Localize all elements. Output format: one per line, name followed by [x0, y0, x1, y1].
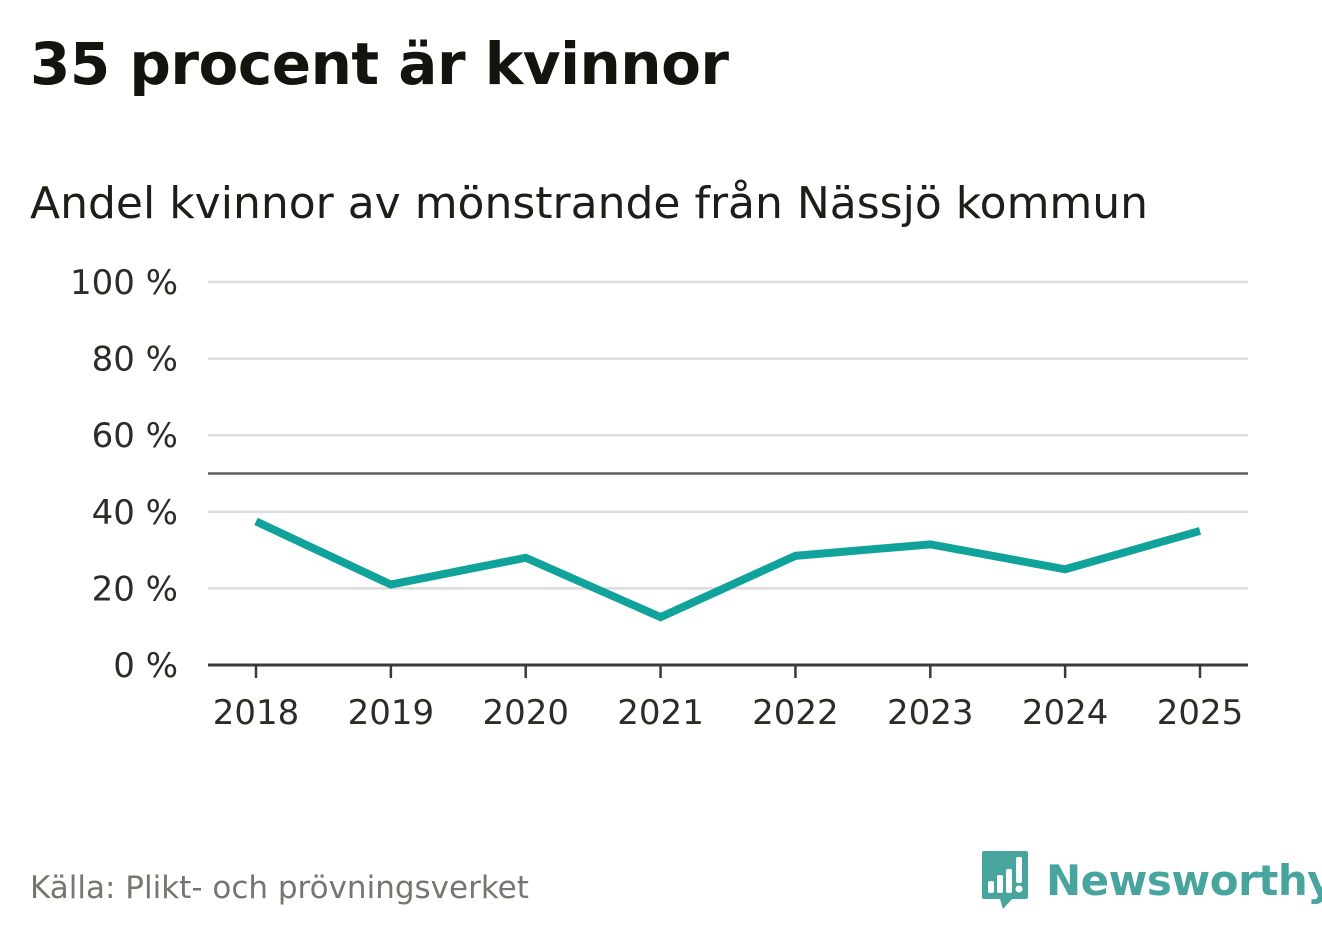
x-tick-label: 2021: [617, 693, 704, 733]
series-line-0: [254, 517, 1202, 622]
brand-name: Newsworthy: [1046, 855, 1322, 905]
x-tick-label: 2025: [1157, 693, 1244, 733]
y-tick-label: 20 %: [92, 569, 178, 609]
chart-title: 35 procent är kvinnor: [30, 30, 729, 98]
y-tick-label: 80 %: [92, 340, 178, 380]
x-tick-label: 2020: [482, 693, 569, 733]
series-layer: [254, 517, 1202, 622]
x-tick-label: 2023: [887, 693, 974, 733]
x-tick-label: 2022: [752, 693, 839, 733]
source-note: Källa: Plikt- och prövningsverket: [30, 870, 529, 906]
chart-subtitle: Andel kvinnor av mönstrande från Nässjö …: [30, 178, 1149, 229]
y-tick-label: 60 %: [92, 416, 178, 456]
y-tick-label: 0 %: [113, 646, 178, 686]
y-tick-label: 40 %: [92, 493, 178, 533]
grid-lines: [208, 280, 1248, 590]
x-axis: [208, 663, 1248, 678]
y-axis-tick-labels: 0 % 20 % 40 % 60 % 80 % 100 %: [70, 263, 178, 686]
newsworthy-logo-icon: [982, 851, 1028, 909]
y-tick-label: 100 %: [70, 263, 178, 303]
x-tick-label: 2024: [1022, 693, 1109, 733]
x-axis-tick-labels: 2018 2019 2020 2021 2022 2023 2024 2025: [213, 693, 1244, 733]
brand-logo[interactable]: Newsworthy: [980, 848, 1322, 912]
x-tick-label: 2018: [213, 693, 300, 733]
x-tick-label: 2019: [348, 693, 435, 733]
